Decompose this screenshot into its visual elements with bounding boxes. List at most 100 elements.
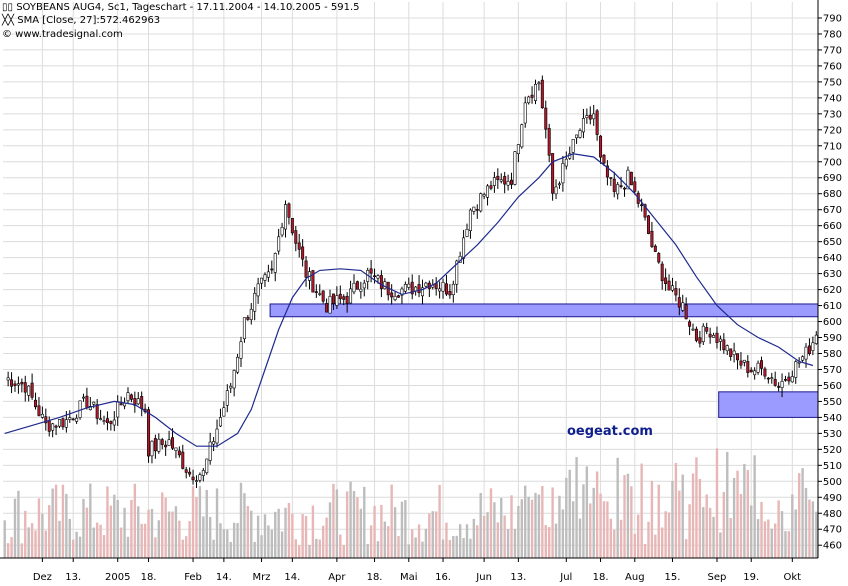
candle-body xyxy=(54,425,58,428)
volume-bar xyxy=(212,539,215,558)
volume-bar xyxy=(157,520,161,558)
volume-bar xyxy=(284,507,287,558)
volume-bar xyxy=(503,515,506,558)
volume-bar xyxy=(715,448,719,558)
volume-bar xyxy=(215,488,219,558)
candle-body xyxy=(777,386,781,388)
volume-bar xyxy=(739,493,743,558)
candle-body xyxy=(105,418,109,423)
candle-body xyxy=(393,295,397,301)
candle-body xyxy=(314,291,318,293)
volume-bar xyxy=(469,538,472,558)
volume-bar xyxy=(448,539,452,558)
candle-body xyxy=(30,382,34,398)
volume-bar xyxy=(20,543,24,558)
y-tick-label: 660 xyxy=(823,221,842,232)
candle-body xyxy=(763,368,767,377)
candle-body xyxy=(352,282,356,293)
candle-body xyxy=(773,379,777,386)
x-tick-label: Mai xyxy=(400,572,418,583)
candle-body xyxy=(448,290,452,296)
volume-bar xyxy=(787,531,791,558)
support-resistance-zones xyxy=(269,303,819,418)
volume-bar xyxy=(369,525,373,558)
volume-bar xyxy=(250,510,253,558)
volume-bar xyxy=(301,514,304,558)
x-tick-label: 18. xyxy=(367,572,383,583)
candle-body xyxy=(643,204,647,218)
candle-body xyxy=(807,345,811,354)
volume-bar xyxy=(589,503,592,558)
candle-body xyxy=(205,458,209,474)
volume-bar xyxy=(777,500,780,558)
volume-bar xyxy=(393,507,397,558)
volume-bar xyxy=(565,477,568,558)
candle-body xyxy=(198,474,202,481)
candle-body xyxy=(379,275,383,289)
candle-body xyxy=(116,401,120,418)
volume-bar xyxy=(232,522,236,558)
candle-body xyxy=(677,297,681,308)
volume-bar xyxy=(137,506,140,558)
candle-body xyxy=(75,417,79,422)
candle-body xyxy=(335,295,339,306)
candle-body xyxy=(102,420,106,422)
chart-title: ▯▯ SOYBEANS AUG4, Sc1, Tageschart - 17.1… xyxy=(2,2,360,13)
candle-body xyxy=(537,82,541,85)
candle-body xyxy=(479,193,483,212)
volume-bar xyxy=(780,511,784,558)
volume-bar xyxy=(205,490,208,558)
candle-body xyxy=(181,451,185,469)
candle-body xyxy=(294,230,298,244)
volume-bar xyxy=(116,499,119,558)
volume-bar xyxy=(10,537,13,558)
candle-body xyxy=(369,268,373,274)
volume-bar xyxy=(239,482,243,558)
candle-body xyxy=(397,295,401,298)
candle-body xyxy=(619,185,623,187)
y-tick-label: 470 xyxy=(823,525,842,536)
candle-body xyxy=(390,292,394,298)
candle-body xyxy=(297,242,301,250)
volume-bar xyxy=(37,498,41,558)
volume-bar xyxy=(44,530,48,558)
volume-bar xyxy=(719,532,722,558)
volume-bar xyxy=(181,539,184,558)
volume-bar xyxy=(688,504,691,558)
x-tick-label: 2005 xyxy=(105,572,130,583)
volume-bar xyxy=(198,486,202,558)
volume-bar xyxy=(167,511,171,558)
volume-bar xyxy=(109,505,113,558)
candle-body xyxy=(650,230,654,247)
volume-bar xyxy=(404,500,407,558)
candle-body xyxy=(780,380,784,388)
candle-body xyxy=(64,419,68,428)
volume-bar xyxy=(400,501,404,558)
volume-bar xyxy=(270,529,274,558)
candle-body xyxy=(407,283,411,288)
sma-legend-text: SMA [Close, 27]:572.462963 xyxy=(17,15,161,26)
volume-bar xyxy=(698,478,702,558)
candle-body xyxy=(688,321,692,327)
watermark: oegeat.com xyxy=(567,424,653,439)
y-tick-label: 770 xyxy=(823,45,842,56)
volume-bar xyxy=(82,498,85,558)
volume-bar xyxy=(140,523,143,558)
volume-bar xyxy=(376,541,380,558)
volume-bar xyxy=(3,520,6,558)
volume-bar xyxy=(332,483,335,558)
volume-bar xyxy=(243,493,246,558)
y-tick-label: 500 xyxy=(823,477,842,488)
candlesticks xyxy=(6,75,818,489)
volume-bar xyxy=(455,535,458,558)
volume-bar xyxy=(794,509,797,558)
candle-body xyxy=(712,334,716,338)
volume-bar xyxy=(784,531,787,558)
candle-body xyxy=(811,342,815,351)
candle-body xyxy=(441,281,445,292)
candle-body xyxy=(58,419,62,427)
volume-bar xyxy=(489,488,493,558)
volume-bar xyxy=(811,501,815,558)
volume-bar xyxy=(712,516,715,558)
candle-body xyxy=(783,379,787,381)
